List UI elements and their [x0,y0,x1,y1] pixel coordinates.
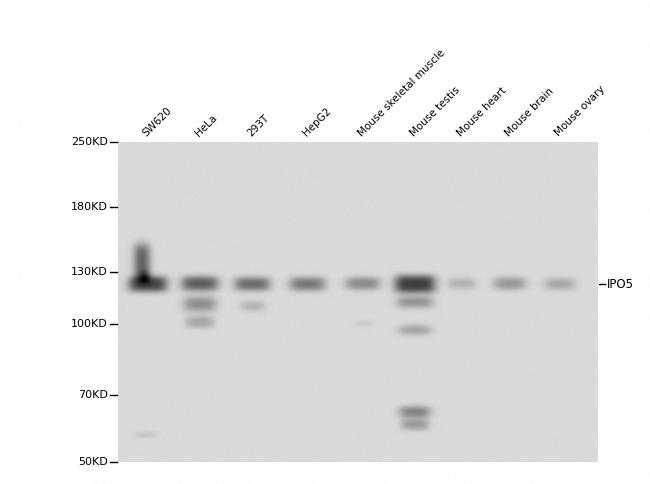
Text: 100KD: 100KD [72,319,108,329]
Text: Mouse brain: Mouse brain [503,86,555,138]
Text: Mouse heart: Mouse heart [455,85,508,138]
Text: Mouse ovary: Mouse ovary [553,84,607,138]
Text: 250KD: 250KD [71,137,108,147]
Text: SW620: SW620 [141,105,174,138]
Text: 180KD: 180KD [71,202,108,212]
Text: 70KD: 70KD [78,390,108,400]
Text: IPO5: IPO5 [607,277,634,290]
Text: Mouse testis: Mouse testis [408,85,461,138]
Text: 50KD: 50KD [78,457,108,467]
Text: HeLa: HeLa [193,112,218,138]
Text: Mouse skeletal muscle: Mouse skeletal muscle [356,47,447,138]
Text: HepG2: HepG2 [301,106,333,138]
Text: 293T: 293T [246,112,272,138]
Text: 130KD: 130KD [72,267,108,277]
